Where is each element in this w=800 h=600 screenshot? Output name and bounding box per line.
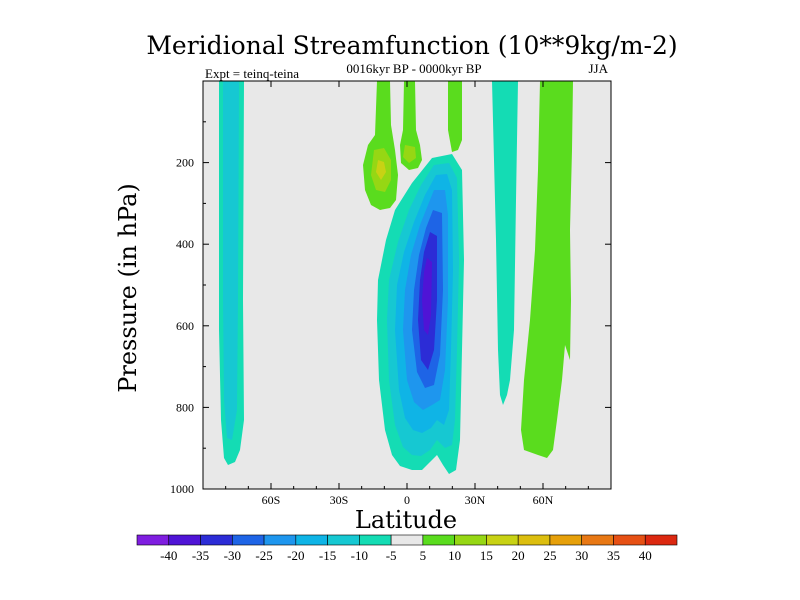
y-axis-label: Pressure (in hPa) [114, 183, 142, 393]
colorbar-label: 10 [448, 548, 461, 563]
x-tick-label: 60N [533, 493, 554, 507]
colorbar-swatch [295, 534, 328, 546]
south-polar-column-core [223, 81, 239, 440]
colorbar-label: 5 [420, 548, 427, 563]
y-tick-label: 200 [176, 156, 194, 170]
colorbar-swatch [200, 534, 233, 546]
chart-subtitle: 0016kyr BP - 0000kyr BP [346, 61, 481, 76]
colorbar-swatch [486, 534, 519, 546]
colorbar-swatch [517, 534, 551, 546]
colorbar-label: 30 [575, 548, 588, 563]
y-tick-label: 1000 [170, 482, 194, 496]
colorbar: -40 -35 -30 -25 -20 -15 -10 -5 5 10 15 20 25 30 35 40 [136, 534, 678, 563]
colorbar-swatch [581, 534, 614, 546]
subtropical-column [492, 81, 518, 405]
colorbar-label: -25 [255, 548, 272, 563]
equatorial-cell-l35 [422, 258, 432, 335]
colorbar-swatch [644, 534, 678, 546]
colorbar-label: -30 [224, 548, 241, 563]
colorbar-label: -5 [386, 548, 397, 563]
colorbar-label: -40 [160, 548, 177, 563]
y-tick-label: 800 [176, 400, 194, 414]
colorbar-label: -15 [319, 548, 336, 563]
x-tick-label: 30S [330, 493, 349, 507]
season-label: JJA [588, 61, 608, 76]
colorbar-label: -35 [192, 548, 209, 563]
colorbar-label: 20 [512, 548, 525, 563]
chart-title: Meridional Streamfunction (10**9kg/m-2) [146, 31, 677, 60]
x-tick-label: 60S [262, 493, 281, 507]
colorbar-label: 25 [543, 548, 556, 563]
colorbar-label: 35 [607, 548, 620, 563]
colorbar-swatch [263, 534, 297, 546]
x-axis: 60S 30S 0 30N 60N [202, 81, 612, 507]
colorbar-swatch [359, 534, 392, 546]
colorbar-swatch [549, 534, 583, 546]
colorbar-swatch [613, 534, 646, 546]
colorbar-swatch [168, 534, 201, 546]
northern-positive-column [521, 81, 573, 458]
x-tick-label: 30N [465, 493, 486, 507]
x-tick-label: 0 [404, 493, 410, 507]
upper-positive-core-max [376, 160, 386, 180]
colorbar-swatch [136, 534, 170, 546]
y-tick-label: 600 [176, 319, 194, 333]
north-upper-green [448, 81, 462, 152]
colorbar-swatch [422, 534, 455, 546]
colorbar-label: -10 [351, 548, 368, 563]
colorbar-swatch [327, 534, 360, 546]
colorbar-label: 15 [480, 548, 493, 563]
y-tick-label: 400 [176, 237, 194, 251]
colorbar-label: 40 [639, 548, 652, 563]
colorbar-swatch [390, 534, 424, 546]
contour-field [219, 81, 573, 474]
equatorial-upper-lobe-core [403, 145, 416, 163]
experiment-label: Expt = teinq-teina [205, 66, 299, 81]
x-axis-label: Latitude [355, 506, 457, 534]
y-axis: 200 400 600 800 1000 [170, 121, 611, 496]
colorbar-swatch [231, 534, 265, 546]
colorbar-swatch [454, 534, 487, 546]
colorbar-label: -20 [287, 548, 304, 563]
